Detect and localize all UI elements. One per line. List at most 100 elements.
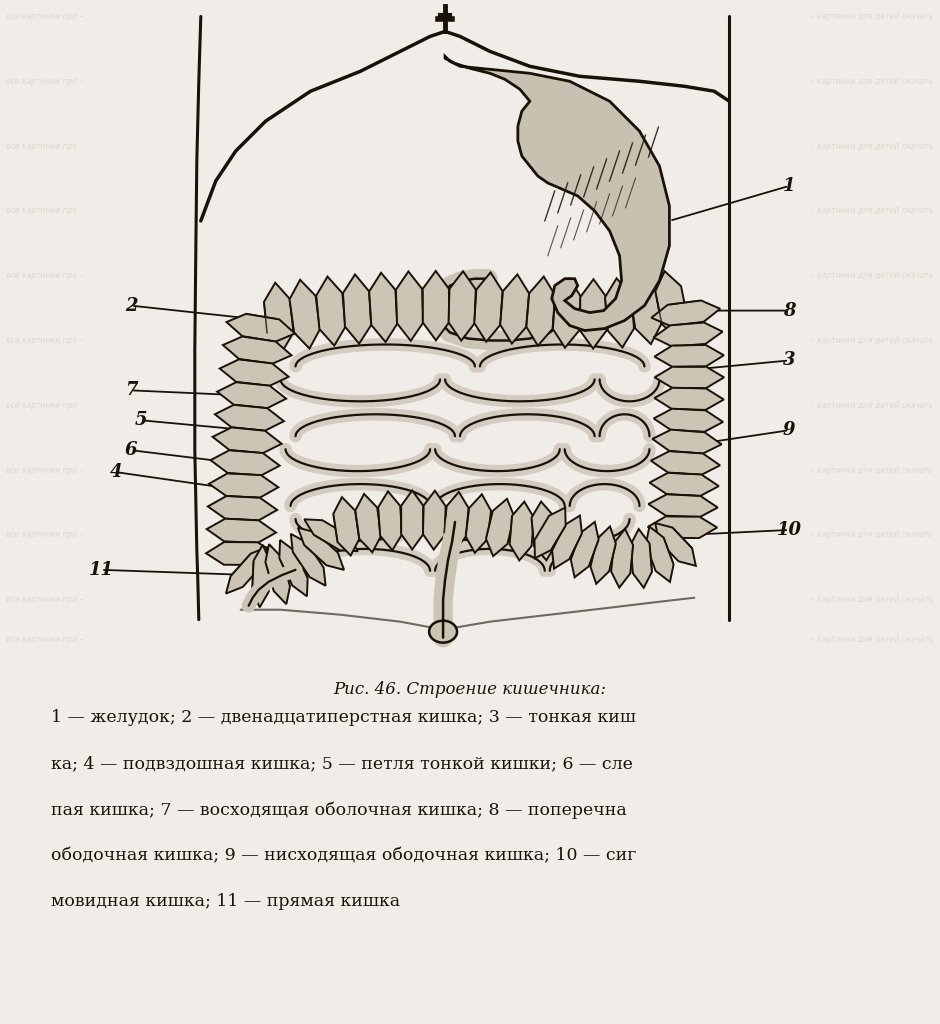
Text: – картинки для детей скачать: – картинки для детей скачать	[811, 466, 933, 475]
Text: мовидная кишка; 11 — прямая кишка: мовидная кишка; 11 — прямая кишка	[52, 893, 400, 910]
Text: все картинки про –: все картинки про –	[7, 271, 84, 281]
Polygon shape	[552, 515, 582, 568]
Text: – картинки для детей скачать: – картинки для детей скачать	[811, 141, 933, 151]
Text: все картинки про –: все картинки про –	[7, 12, 84, 20]
Text: все картинки про –: все картинки про –	[7, 336, 84, 345]
Text: все картинки про –: все картинки про –	[7, 595, 84, 604]
Polygon shape	[650, 452, 720, 475]
Polygon shape	[343, 274, 371, 344]
Text: 4: 4	[110, 463, 122, 481]
Text: 1: 1	[783, 177, 795, 195]
Text: все картинки про –: все картинки про –	[7, 77, 84, 86]
Polygon shape	[212, 427, 282, 454]
Polygon shape	[334, 497, 359, 555]
Polygon shape	[655, 271, 688, 339]
Polygon shape	[509, 502, 534, 560]
Polygon shape	[290, 280, 321, 348]
Polygon shape	[445, 56, 669, 331]
Text: ка; 4 — подвздошная кишка; 5 — петля тонкой кишки; 6 — сле: ка; 4 — подвздошная кишка; 5 — петля тон…	[52, 756, 634, 772]
Polygon shape	[655, 523, 696, 566]
Text: – картинки для детей скачать: – картинки для детей скачать	[811, 595, 933, 604]
Text: 10: 10	[776, 521, 802, 539]
Text: – картинки для детей скачать: – картинки для детей скачать	[811, 271, 933, 281]
Polygon shape	[290, 534, 325, 586]
Polygon shape	[298, 527, 344, 570]
Polygon shape	[580, 280, 606, 348]
Polygon shape	[423, 490, 446, 550]
Text: ободочная кишка; 9 — нисходящая ободочная кишка; 10 — сиг: ободочная кишка; 9 — нисходящая ободочна…	[52, 847, 636, 864]
Polygon shape	[279, 540, 307, 596]
Polygon shape	[265, 544, 290, 604]
Polygon shape	[653, 409, 723, 432]
Text: – картинки для детей скачать: – картинки для детей скачать	[811, 12, 933, 20]
Text: – картинки для детей скачать: – картинки для детей скачать	[811, 336, 933, 345]
Polygon shape	[316, 276, 346, 346]
Polygon shape	[526, 276, 556, 346]
Polygon shape	[369, 272, 398, 342]
Polygon shape	[475, 272, 503, 342]
Polygon shape	[535, 508, 566, 558]
Polygon shape	[355, 494, 381, 552]
Polygon shape	[206, 542, 275, 565]
Text: все картинки про –: все картинки про –	[7, 400, 84, 410]
Polygon shape	[209, 473, 278, 498]
Polygon shape	[605, 279, 634, 347]
Polygon shape	[208, 496, 277, 520]
Text: 2: 2	[125, 297, 137, 314]
Text: все картинки про –: все картинки про –	[7, 530, 84, 540]
Polygon shape	[630, 275, 661, 344]
Polygon shape	[220, 359, 289, 386]
Polygon shape	[651, 300, 720, 326]
Polygon shape	[226, 547, 268, 594]
Polygon shape	[553, 279, 581, 348]
Text: 3: 3	[783, 351, 795, 370]
Polygon shape	[652, 430, 722, 454]
Text: – картинки для детей скачать: – картинки для детей скачать	[811, 77, 933, 86]
Polygon shape	[423, 271, 449, 340]
Polygon shape	[215, 404, 284, 431]
Polygon shape	[486, 499, 514, 556]
Text: все картинки про –: все картинки про –	[7, 635, 84, 644]
Polygon shape	[223, 337, 291, 364]
Polygon shape	[252, 545, 271, 607]
Polygon shape	[531, 502, 556, 560]
Polygon shape	[401, 490, 423, 550]
Polygon shape	[654, 388, 724, 410]
Polygon shape	[654, 367, 724, 388]
Polygon shape	[396, 271, 423, 341]
Polygon shape	[207, 519, 276, 543]
Polygon shape	[611, 529, 633, 588]
Polygon shape	[646, 526, 674, 582]
Text: 7: 7	[125, 381, 137, 399]
Polygon shape	[217, 382, 286, 409]
Polygon shape	[650, 473, 719, 496]
Text: 6: 6	[125, 441, 137, 459]
Text: 5: 5	[134, 412, 148, 429]
Polygon shape	[305, 519, 358, 551]
Text: 9: 9	[783, 421, 795, 439]
Text: – картинки для детей скачать: – картинки для детей скачать	[811, 400, 933, 410]
Text: все картинки про –: все картинки про –	[7, 207, 84, 215]
Polygon shape	[264, 283, 293, 352]
Polygon shape	[653, 323, 723, 347]
Polygon shape	[227, 313, 295, 342]
Text: 1 — желудок; 2 — двенадцатиперстная кишка; 3 — тонкая киш: 1 — желудок; 2 — двенадцатиперстная кишк…	[52, 710, 636, 726]
Polygon shape	[590, 526, 616, 584]
Polygon shape	[448, 271, 476, 341]
Polygon shape	[648, 516, 717, 538]
Text: – картинки для детей скачать: – картинки для детей скачать	[811, 207, 933, 215]
Polygon shape	[465, 495, 491, 553]
Polygon shape	[631, 529, 652, 588]
Text: все картинки про –: все картинки про –	[7, 141, 84, 151]
Text: все картинки про –: все картинки про –	[7, 466, 84, 475]
Polygon shape	[378, 492, 402, 550]
Text: – картинки для детей скачать: – картинки для детей скачать	[811, 530, 933, 540]
Ellipse shape	[430, 621, 457, 643]
Text: Рис. 46. Строение кишечника:: Рис. 46. Строение кишечника:	[334, 682, 606, 698]
Polygon shape	[571, 522, 599, 578]
Polygon shape	[445, 492, 468, 551]
Text: 11: 11	[88, 561, 114, 579]
Text: 8: 8	[783, 302, 795, 319]
Polygon shape	[500, 274, 529, 344]
Text: пая кишка; 7 — восходящая оболочная кишка; 8 — поперечна: пая кишка; 7 — восходящая оболочная кишк…	[52, 801, 627, 818]
